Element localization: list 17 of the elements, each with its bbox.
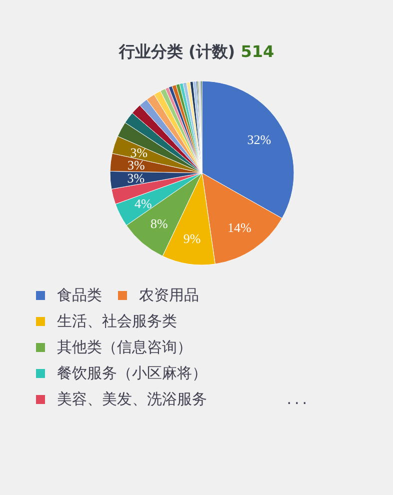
text: ... (286, 390, 310, 408)
legend-label: 美容、美发、洗浴服务 (57, 390, 207, 408)
data-label: 3% (128, 158, 146, 173)
data-label: 4% (134, 196, 152, 211)
chart-title: 行业分类 (计数) (118, 42, 236, 61)
legend-label: 生活、社会服务类 (57, 312, 177, 330)
data-label: 14% (227, 220, 252, 236)
data-label: 3% (130, 145, 148, 160)
legend-label: 其他类（信息咨询） (57, 338, 192, 356)
data-label: 3% (127, 170, 145, 186)
legend-label: 农资用品 (139, 286, 199, 304)
legend-label: 餐饮服务（小区麻将） (57, 364, 207, 382)
data-label: 32% (247, 132, 272, 148)
chart-subtitle: 514 (240, 42, 274, 61)
legend-label: 食品类 (57, 286, 102, 304)
data-label: 8% (150, 216, 168, 231)
data-label: 9% (183, 230, 201, 246)
